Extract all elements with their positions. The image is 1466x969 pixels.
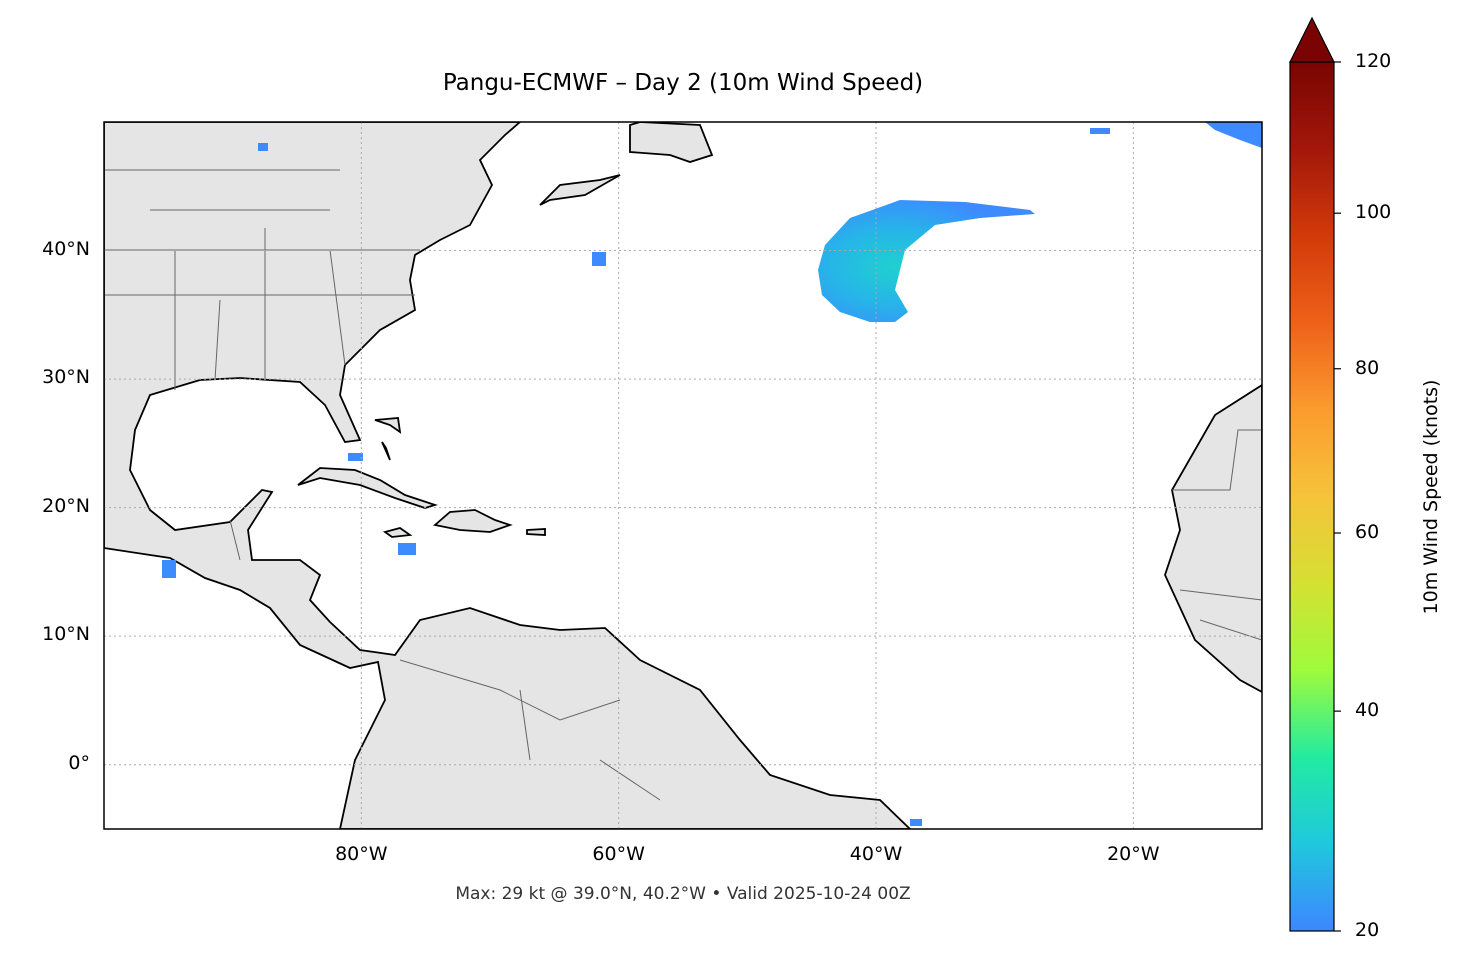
wind-speed-patches xyxy=(162,122,1262,826)
land-jamaica xyxy=(382,527,413,538)
lat-tick-label: 10°N xyxy=(42,623,90,646)
land-africa xyxy=(1164,383,1262,694)
land-americas xyxy=(104,122,912,829)
lon-tick-label: 80°W xyxy=(335,843,388,865)
colorbar xyxy=(1289,16,1341,932)
lat-tick-label: 40°N xyxy=(42,237,90,260)
colorbar-tick-label: 40 xyxy=(1355,699,1380,722)
colorbar-extend-arrow xyxy=(1289,16,1335,63)
colorbar-tick-label: 20 xyxy=(1355,919,1380,941)
colorbar-label: 10m Wind Speed (knots) xyxy=(1420,379,1442,615)
wind-speed-region xyxy=(818,200,1035,322)
borders xyxy=(104,169,1262,801)
lat-tick-label: 20°N xyxy=(42,494,90,517)
colorbar-tick-label: 80 xyxy=(1355,356,1380,379)
land-nova-scotia xyxy=(539,174,621,206)
colorbar-gradient xyxy=(1289,61,1335,932)
lon-tick-label: 60°W xyxy=(592,843,645,865)
colorbar-tick-label: 120 xyxy=(1355,50,1392,72)
gridlines xyxy=(104,122,1262,829)
footer-info: Max: 29 kt @ 39.0°N, 40.2°W • Valid 2025… xyxy=(455,884,911,904)
land xyxy=(104,122,1262,829)
chart-title: Pangu-ECMWF – Day 2 (10m Wind Speed) xyxy=(442,70,924,96)
plot-frame xyxy=(103,121,1263,830)
land-bahamas xyxy=(374,417,402,461)
land-hispaniola xyxy=(433,509,513,533)
lon-tick-label: 40°W xyxy=(849,843,903,865)
lat-tick-label: 30°N xyxy=(42,366,90,389)
colorbar-tick-label: 100 xyxy=(1355,201,1392,224)
land-puerto-rico xyxy=(526,528,546,536)
lon-tick-label: 20°W xyxy=(1107,843,1160,865)
colorbar-tick-label: 60 xyxy=(1355,520,1380,543)
land-cuba xyxy=(297,467,438,509)
lat-tick-label: 0° xyxy=(68,751,90,774)
